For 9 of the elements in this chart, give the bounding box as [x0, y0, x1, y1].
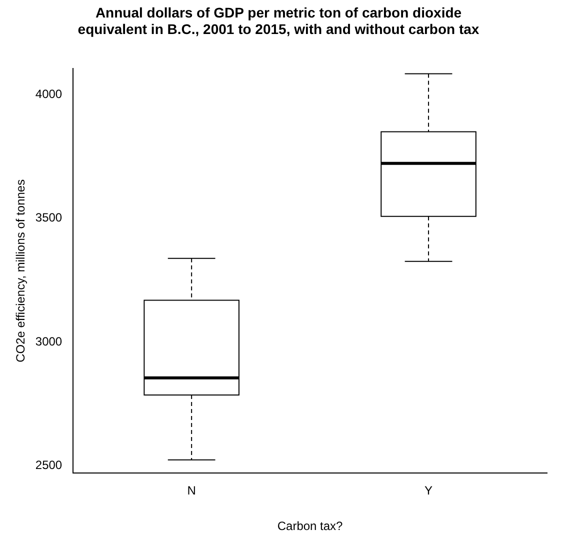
y-tick-label: 2500 — [35, 458, 62, 472]
y-tick-label: 3000 — [35, 334, 62, 348]
y-tick-label: 4000 — [35, 86, 62, 101]
x-tick-label: Y — [424, 484, 433, 498]
y-axis-title: CO2e efficiency, millions of tonnes — [14, 179, 28, 362]
y-tick-label: 3500 — [35, 210, 62, 225]
x-axis-title: Carbon tax? — [277, 519, 344, 534]
x-tick-label: N — [187, 484, 196, 498]
chart-title: Annual dollars of GDP per metric ton of carbon dioxide equivalent in B.C., 2001 to 2015, with and without carbon tax — [78, 4, 480, 38]
